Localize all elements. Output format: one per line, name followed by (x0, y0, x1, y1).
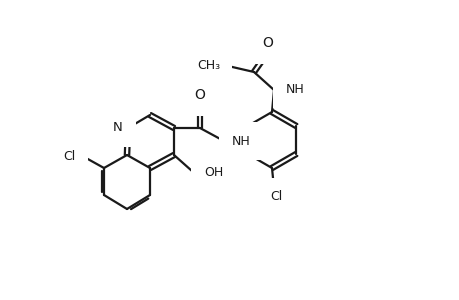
Text: Cl: Cl (64, 149, 76, 163)
Text: NH: NH (285, 82, 304, 95)
Text: Cl: Cl (269, 190, 281, 203)
Text: NH: NH (231, 134, 250, 148)
Text: N: N (113, 121, 123, 134)
Text: CH₃: CH₃ (196, 58, 219, 71)
Text: O: O (262, 36, 273, 50)
Text: OH: OH (203, 167, 223, 179)
Text: O: O (194, 88, 205, 102)
